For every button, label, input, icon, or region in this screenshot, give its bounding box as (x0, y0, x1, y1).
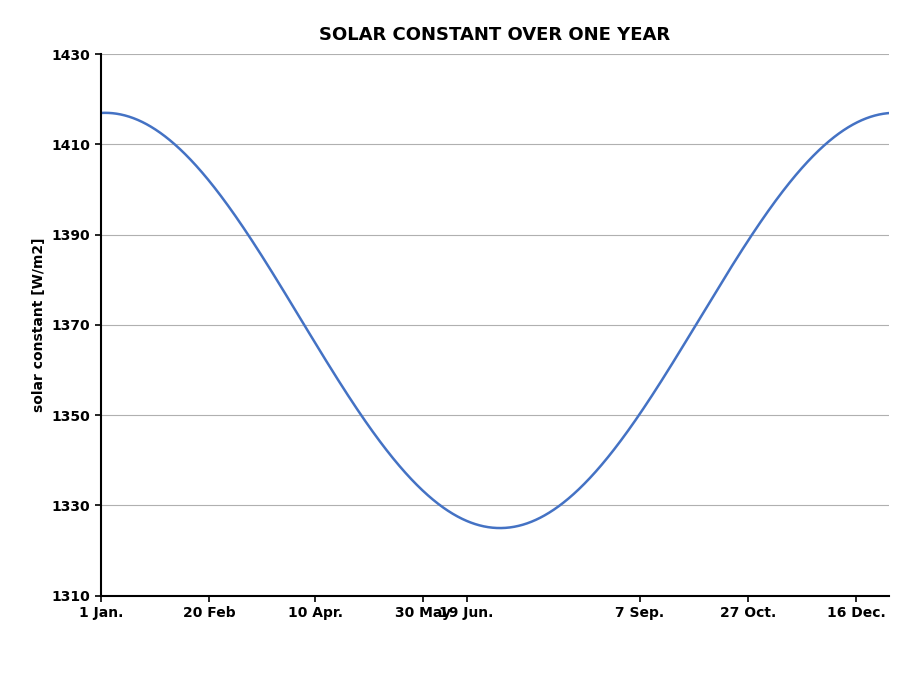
Y-axis label: solar constant [W/m2]: solar constant [W/m2] (32, 238, 46, 412)
Title: SOLAR CONSTANT OVER ONE YEAR: SOLAR CONSTANT OVER ONE YEAR (319, 26, 671, 44)
